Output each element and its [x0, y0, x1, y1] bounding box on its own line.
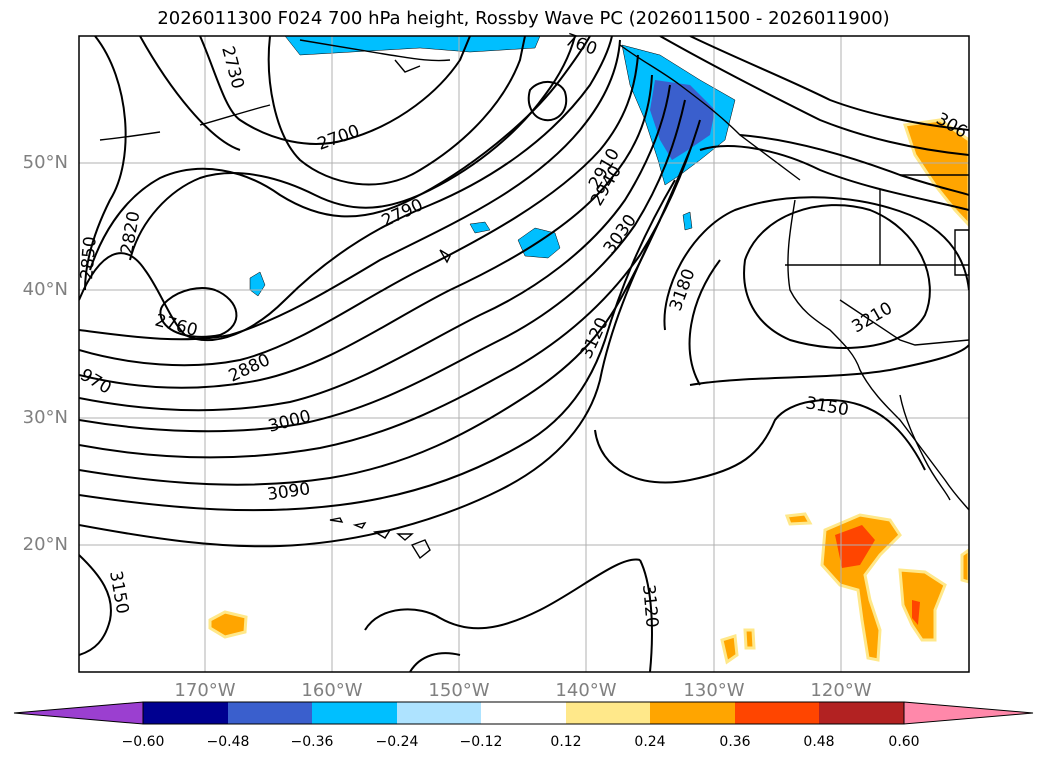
colorbar-tick: 0.36: [719, 734, 751, 750]
contour-label: 2700: [315, 121, 362, 155]
longitude-label: 120°W: [810, 680, 872, 701]
longitude-label: 130°W: [683, 680, 745, 701]
colorbar-segment: [819, 702, 904, 724]
colorbar-tick: −0.60: [121, 734, 165, 750]
colorbar-tick: 0.48: [803, 734, 835, 750]
map-title: 2026011300 F024 700 hPa height, Rossby W…: [157, 8, 890, 29]
contour-label: 2820: [117, 210, 144, 256]
hawaiian-islands: [329, 517, 431, 560]
colorbar-tick: 0.12: [550, 734, 582, 750]
colorbar-segment: [481, 702, 566, 724]
contour-label: 3120: [638, 584, 662, 629]
anomaly-shading: [208, 36, 969, 665]
colorbar-tick: −0.12: [459, 734, 503, 750]
longitude-label: 140°W: [555, 680, 617, 701]
negative-anomaly-small: [469, 221, 491, 234]
colorbar-extend-high: [903, 701, 1034, 725]
positive-anomaly-se1-core: [835, 525, 875, 568]
positive-anomaly-sw: [208, 610, 248, 639]
contour-label: 3120: [576, 314, 612, 362]
positive-anomaly-se2-core: [912, 600, 920, 625]
negative-anomaly-tiny: [682, 211, 693, 231]
contour-label: 970: [77, 365, 115, 399]
colorbar-tick: 0.24: [634, 734, 666, 750]
colorbar-tick: −0.48: [206, 734, 250, 750]
colorbar-segment: [397, 702, 481, 724]
colorbar: [13, 701, 1034, 725]
contour-label: 3150: [804, 393, 850, 420]
positive-anomaly-se5: [743, 628, 756, 650]
positive-anomaly-se3: [784, 512, 813, 526]
colorbar-extend-low: [13, 701, 144, 725]
map-content: [79, 36, 969, 672]
contour-label: 2850: [77, 236, 101, 281]
positive-anomaly-se2: [898, 568, 947, 642]
colorbar-tick: −0.36: [290, 734, 334, 750]
contour-label: 2760: [153, 311, 200, 342]
longitude-label: 150°W: [428, 680, 490, 701]
colorbar-segment: [650, 702, 735, 724]
colorbar-segment: [143, 702, 228, 724]
map-frame: [78, 35, 970, 673]
colorbar-segment: [735, 702, 819, 724]
colorbar-segment: [566, 702, 650, 724]
latitude-label: 20°N: [22, 534, 68, 555]
longitude-label: 160°W: [301, 680, 363, 701]
latitude-label: 40°N: [22, 279, 68, 300]
latitude-label: 50°N: [22, 152, 68, 173]
colorbar-tick: 0.60: [888, 734, 920, 750]
latitude-label: 30°N: [22, 407, 68, 428]
contour-label: 3030: [600, 211, 641, 258]
colorbar-segment: [312, 702, 397, 724]
contour-label: 3150: [105, 569, 132, 615]
negative-anomaly-north: [284, 36, 541, 56]
contour-label: 3210: [849, 298, 896, 337]
positive-anomaly-edge: [960, 548, 969, 584]
contour-label: 2730: [217, 44, 248, 91]
height-contours: [79, 36, 969, 672]
positive-anomaly-se4: [720, 634, 739, 665]
longitude-label: 170°W: [174, 680, 236, 701]
contour-label: 3000: [266, 406, 313, 437]
coastlines: [99, 39, 969, 511]
positive-anomaly-ne: [903, 118, 969, 228]
colorbar-segment: [228, 702, 312, 724]
colorbar-tick: −0.24: [375, 734, 419, 750]
negative-anomaly-west: [249, 271, 266, 297]
